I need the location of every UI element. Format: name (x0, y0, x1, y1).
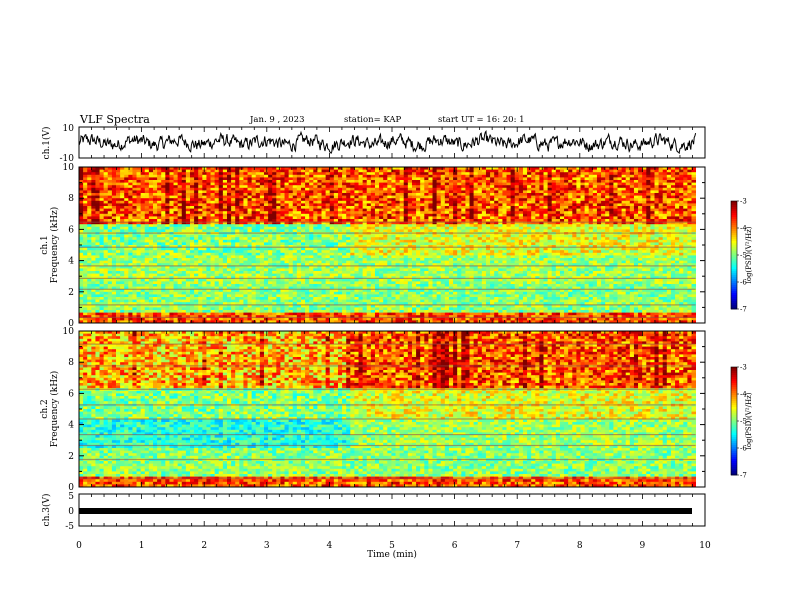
time-tick-label: 3 (264, 541, 270, 551)
time-tick-label: 4 (327, 541, 333, 551)
time-tick-label: 2 (201, 541, 207, 551)
time-tick-label: 1 (139, 541, 145, 551)
time-tick-label: 5 (389, 541, 395, 551)
ch3-ytick-mid: 0 (68, 507, 74, 517)
ch1-ytick-bottom: -10 (60, 154, 75, 164)
colorbar-tick-label: -5 (740, 252, 747, 260)
ch2-frequency-label: Frequency (kHz) (49, 371, 60, 448)
freq-tick-label: 10 (63, 163, 75, 173)
ch3-ytick-bottom: -5 (65, 522, 74, 532)
time-tick-label: 8 (577, 541, 583, 551)
colorbar-label: log(PSD)(V²/Hz) (745, 392, 753, 449)
colorbar-label: log(PSD)(V²/Hz) (745, 226, 753, 283)
time-tick-label: 0 (76, 541, 82, 551)
colorbar-tick-label: -6 (740, 445, 747, 453)
time-axis-label: Time (min) (367, 549, 417, 560)
time-tick-label: 7 (514, 541, 520, 551)
ch2-colorbar: -3 -4 -5 -6 -7 log(PSD)(V²/Hz) (730, 364, 753, 480)
ch3-waveform-band (79, 508, 692, 514)
colorbar-tick-label: -7 (740, 472, 747, 480)
freq-tick-label: 0 (68, 483, 74, 493)
date-label: Jan. 9 , 2023 (249, 115, 305, 125)
start-ut-label: start UT = 16: 20: 1 (438, 115, 525, 125)
ch3-waveform-panel: 5 0 -5 ch.3(V) (41, 492, 706, 532)
freq-tick-label: 10 (63, 327, 75, 337)
time-tick-label: 9 (640, 541, 646, 551)
freq-tick-label: 2 (68, 288, 74, 298)
ch3-ylabel: ch.3(V) (41, 494, 52, 527)
ch1-waveform-line (78, 129, 697, 155)
colorbar-tick-label: -4 (740, 225, 747, 233)
ch1-spectrogram-image (79, 167, 705, 324)
time-tick-label: 6 (452, 541, 458, 551)
freq-tick-label: 4 (68, 421, 74, 431)
freq-tick-label: 0 (68, 319, 74, 329)
ch2-spectrogram-image (79, 331, 705, 488)
station-label: station= KAP (344, 115, 402, 125)
colorbar-tick-label: -3 (740, 364, 747, 372)
colorbar-tick-label: -6 (740, 279, 747, 287)
freq-tick-label: 6 (68, 389, 74, 399)
colorbar-tick-label: -5 (740, 418, 747, 426)
ch1-ytick-top: 10 (63, 124, 75, 134)
ch1-ylabel: ch.1(V) (41, 127, 52, 160)
freq-tick-label: 4 (68, 257, 74, 267)
ch1-waveform-panel: 10 -10 ch.1(V) (41, 124, 706, 164)
ch1-channel-label: ch.1 (40, 235, 50, 254)
freq-tick-label: 6 (68, 225, 74, 235)
ch1-waveform-frame (78, 126, 706, 159)
freq-tick-label: 8 (68, 194, 74, 204)
colorbar-tick-label: -3 (740, 198, 747, 206)
figure-title: VLF Spectra (79, 113, 150, 126)
ch1-colorbar: -3 -4 -5 -6 -7 log(PSD)(V²/Hz) (730, 198, 753, 314)
colorbar-tick-label: -4 (740, 391, 747, 399)
time-axis-ticks: 0 1 2 3 4 5 6 7 8 9 10 (76, 127, 711, 551)
ch1-frequency-label: Frequency (kHz) (49, 207, 60, 284)
ch1-spectrogram-panel: 0 2 4 6 8 10 ch.1 Frequency (kHz) (40, 163, 706, 329)
freq-tick-label: 2 (68, 452, 74, 462)
freq-tick-label: 8 (68, 358, 74, 368)
ch2-channel-label: ch.2 (40, 399, 50, 418)
time-tick-label: 10 (699, 541, 711, 551)
ch2-spectrogram-panel: 0 2 4 6 8 10 ch.2 Frequency (kHz) (40, 327, 706, 493)
ch3-ytick-top: 5 (68, 492, 74, 502)
colorbar-tick-label: -7 (740, 306, 747, 314)
